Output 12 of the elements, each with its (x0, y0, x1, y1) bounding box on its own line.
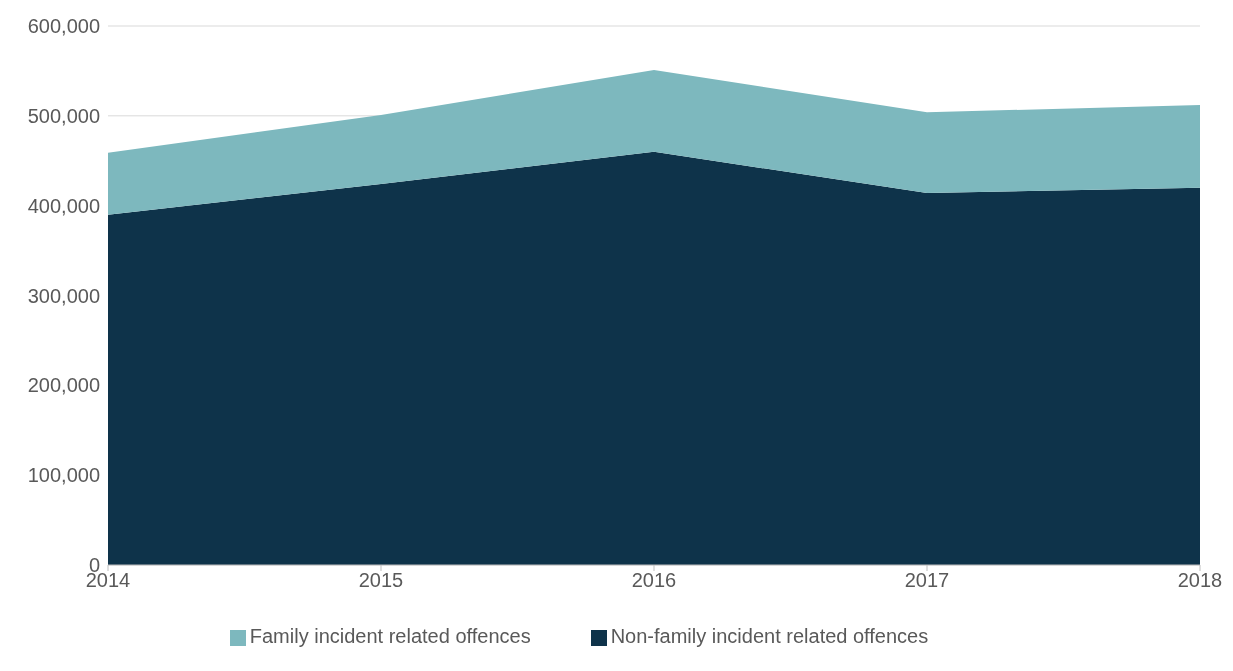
y-tick-label: 300,000 (27, 284, 100, 307)
y-tick-label: 600,000 (27, 15, 100, 38)
legend-label: Family incident related offences (249, 625, 531, 647)
y-tick-label: 500,000 (27, 104, 100, 127)
x-tick-label: 2018 (1177, 569, 1223, 592)
x-tick-label: 2016 (631, 569, 677, 592)
legend-label: Non-family incident related offences (610, 625, 929, 647)
x-tick-label: 2017 (904, 569, 950, 592)
x-tick-label: 2015 (358, 569, 404, 592)
y-tick-label: 200,000 (27, 374, 100, 397)
y-tick-label: 100,000 (27, 464, 100, 487)
y-tick-label: 400,000 (27, 194, 100, 217)
